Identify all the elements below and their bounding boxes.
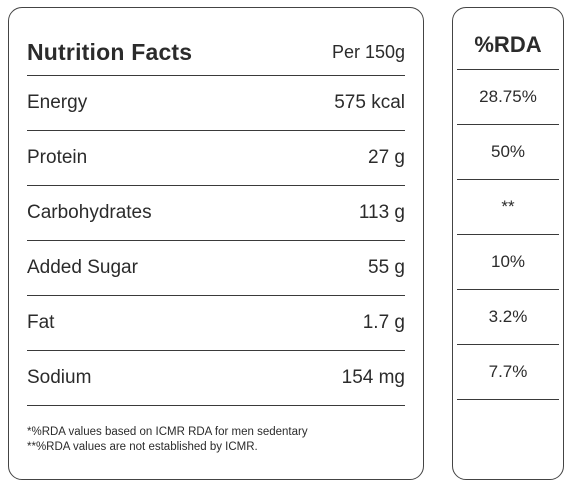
nutrition-header-row: Nutrition Facts Per 150g bbox=[27, 30, 405, 76]
nutrient-row-fat: Fat 1.7 g bbox=[27, 296, 405, 351]
nutrient-row-carbohydrates: Carbohydrates 113 g bbox=[27, 186, 405, 241]
rda-value-added-sugar: 10% bbox=[457, 235, 559, 290]
rda-value-carbohydrates: ** bbox=[457, 180, 559, 235]
nutrient-value: 27 g bbox=[368, 147, 405, 168]
nutrient-value: 55 g bbox=[368, 257, 405, 278]
nutrient-label: Sodium bbox=[27, 367, 92, 388]
nutrient-value: 113 g bbox=[358, 202, 405, 223]
nutrient-value: 1.7 g bbox=[362, 312, 405, 333]
nutrition-title: Nutrition Facts bbox=[27, 39, 193, 65]
nutrient-label: Protein bbox=[27, 147, 88, 168]
rda-panel: %RDA 28.75% 50% ** 10% 3.2% 7.7% bbox=[452, 7, 564, 480]
nutrient-label: Energy bbox=[27, 92, 88, 113]
rda-header: %RDA bbox=[457, 20, 559, 70]
nutrient-value: 575 kcal bbox=[334, 92, 405, 113]
nutrition-facts-panel: Nutrition Facts Per 150g Energy 575 kcal… bbox=[8, 7, 424, 480]
nutrient-row-sodium: Sodium 154 mg bbox=[27, 351, 405, 406]
nutrient-value: 154 mg bbox=[341, 367, 405, 388]
rda-value-fat: 3.2% bbox=[457, 290, 559, 345]
nutrient-label: Fat bbox=[27, 312, 55, 333]
nutrient-row-energy: Energy 575 kcal bbox=[27, 76, 405, 131]
nutrient-label: Carbohydrates bbox=[27, 202, 152, 223]
rda-value-protein: 50% bbox=[457, 125, 559, 180]
nutrient-row-added-sugar: Added Sugar 55 g bbox=[27, 241, 405, 296]
footnote-rda-not-established: **%RDA values are not established by ICM… bbox=[27, 441, 258, 453]
rda-value-energy: 28.75% bbox=[457, 70, 559, 125]
footnotes: *%RDA values based on ICMR RDA for men s… bbox=[27, 425, 308, 455]
nutrient-row-protein: Protein 27 g bbox=[27, 131, 405, 186]
serving-size: Per 150g bbox=[331, 42, 405, 62]
rda-value-sodium: 7.7% bbox=[457, 345, 559, 400]
footnote-rda-basis: *%RDA values based on ICMR RDA for men s… bbox=[27, 426, 308, 438]
nutrient-label: Added Sugar bbox=[27, 257, 138, 278]
